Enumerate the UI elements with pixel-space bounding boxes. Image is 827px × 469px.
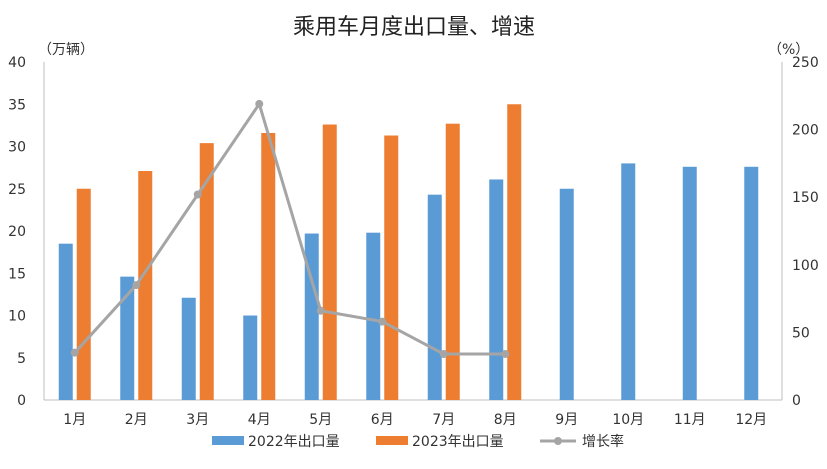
y-right-tick-label: 0	[792, 393, 801, 409]
growth-rate-line	[73, 102, 506, 356]
growth-rate-point	[255, 99, 264, 108]
y-left-tick-label: 25	[8, 182, 26, 198]
x-tick-label: 11月	[674, 412, 706, 428]
bar-2022	[682, 166, 697, 400]
x-tick-label: 3月	[186, 412, 209, 428]
x-tick-label: 2月	[125, 412, 148, 428]
bar-2022	[621, 163, 636, 400]
bar-2023	[445, 123, 460, 400]
legend-swatch	[212, 436, 244, 445]
chart-title: 乘用车月度出口量、增速	[293, 15, 535, 40]
bar-2022	[559, 188, 574, 400]
bar-2022	[181, 297, 196, 400]
bar-2023	[199, 143, 214, 400]
x-tick-label: 6月	[371, 412, 394, 428]
growth-rate-point	[70, 348, 79, 357]
y-left-tick-label: 5	[17, 351, 26, 367]
plot-area: 0 5 10 15 20 25 30 35 40 0 50 100 150 200 250 1月 2月 3月 4月 5…	[8, 55, 819, 428]
x-tick-label: 9月	[555, 412, 578, 428]
bar-2023	[76, 188, 91, 400]
x-tick-label: 8月	[494, 412, 517, 428]
legend-label: 2023年出口量	[412, 434, 504, 450]
growth-rate-point	[501, 350, 510, 359]
x-tick-label: 1月	[63, 412, 86, 428]
y-right-tick-label: 100	[792, 258, 819, 274]
bar-2022	[243, 315, 258, 400]
y-left-tick-label: 40	[8, 55, 26, 71]
x-tick-label: 4月	[248, 412, 271, 428]
growth-rate-point	[378, 317, 387, 326]
bar-2023	[322, 124, 337, 400]
growth-rate-point	[132, 281, 141, 290]
y-left-tick-label: 20	[8, 224, 26, 240]
bar-2022	[304, 233, 319, 400]
x-tick-label: 12月	[735, 412, 767, 428]
y-left-tick-label: 10	[8, 309, 26, 325]
bar-2022	[744, 166, 759, 400]
growth-rate-point	[193, 190, 202, 199]
bar-2022	[366, 232, 381, 400]
bar-2022	[120, 276, 135, 400]
y-right-tick-label: 50	[792, 325, 810, 341]
y-right-tick-label: 150	[792, 190, 819, 206]
y-left-tick-label: 30	[8, 140, 26, 156]
legend-swatch	[376, 436, 408, 445]
legend-swatch-marker	[554, 437, 562, 445]
x-tick-label: 7月	[432, 412, 455, 428]
x-tick-label: 10月	[612, 412, 644, 428]
y-right-tick-label: 250	[792, 55, 819, 71]
bar-2022	[427, 194, 442, 400]
bar-2022	[58, 243, 73, 400]
bar-2022	[489, 179, 504, 400]
bar-2023	[138, 171, 153, 400]
legend: 2022年出口量 2023年出口量 增长率	[212, 433, 624, 450]
y-left-tick-label: 15	[8, 266, 26, 282]
legend-label: 2022年出口量	[248, 434, 340, 450]
y-left-axis-unit: （万辆）	[38, 42, 94, 58]
y-right-axis-unit: （%）	[768, 42, 809, 58]
growth-rate-point	[316, 306, 325, 315]
legend-label: 增长率	[582, 433, 624, 450]
y-right-tick-label: 200	[792, 123, 819, 139]
bar-2023	[261, 132, 276, 401]
bar-2023	[384, 135, 399, 400]
growth-rate-point	[439, 350, 448, 359]
bar-2023	[507, 104, 522, 400]
y-left-tick-label: 0	[17, 393, 26, 409]
x-tick-label: 5月	[309, 412, 332, 428]
y-left-tick-label: 35	[8, 97, 26, 113]
